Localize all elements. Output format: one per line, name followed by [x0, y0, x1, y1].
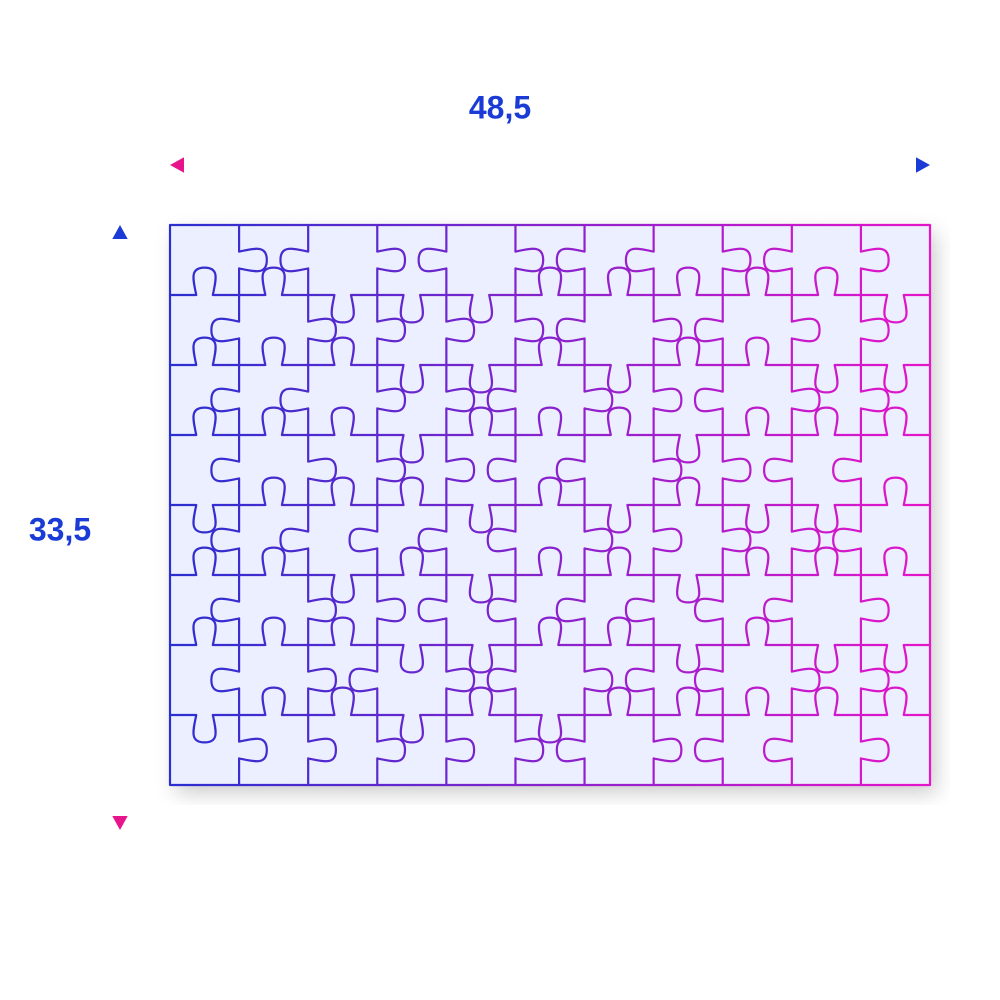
- height-dimension-arrow: [108, 209, 132, 846]
- diagram-stage: 48,5 33,5: [0, 0, 1000, 1000]
- width-dimension-arrow: [154, 153, 946, 177]
- puzzle-grid: [150, 205, 950, 805]
- height-dimension-label: 33,5: [29, 512, 91, 549]
- width-dimension-label: 48,5: [469, 90, 531, 127]
